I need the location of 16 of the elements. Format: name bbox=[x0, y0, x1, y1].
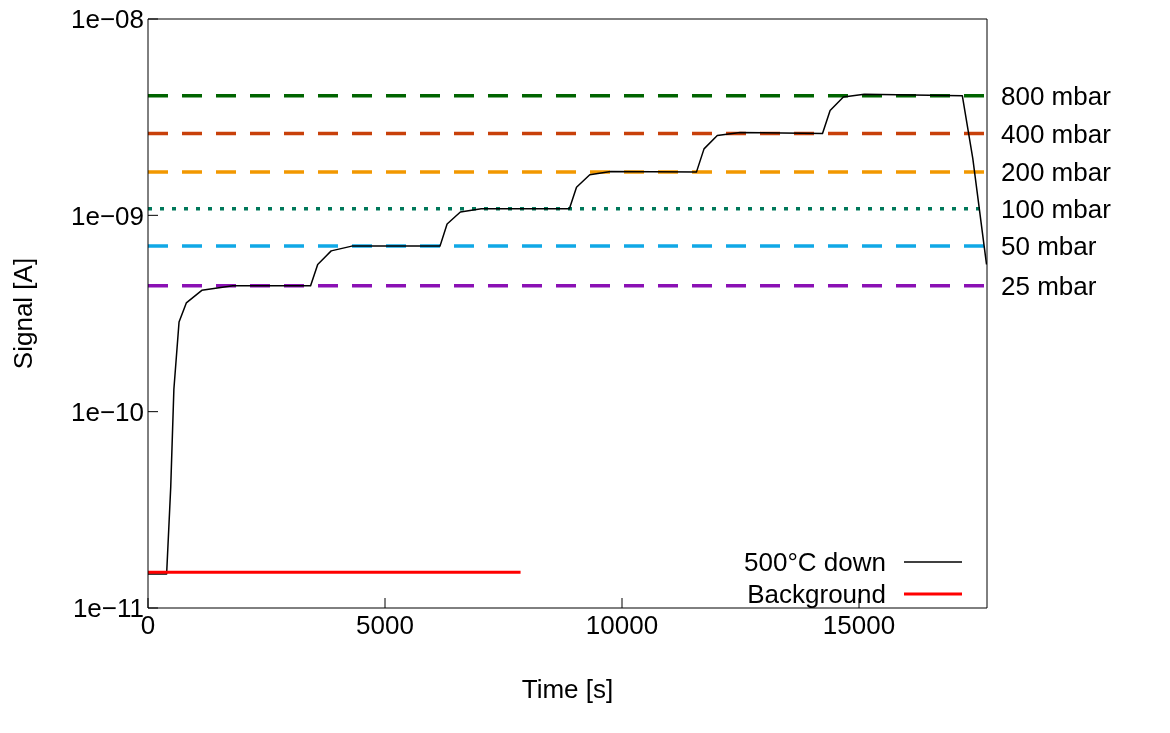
ref-line-label: 200 mbar bbox=[1001, 157, 1112, 188]
ref-line-label: 25 mbar bbox=[1001, 270, 1097, 301]
ref-line-label: 400 mbar bbox=[1001, 118, 1112, 149]
x-axis-title: Time [s] bbox=[521, 674, 614, 704]
legend-label: 500°C down bbox=[744, 546, 886, 578]
y-axis-title: Signal [A] bbox=[8, 257, 39, 370]
x-tick-label: 10000 bbox=[585, 610, 659, 641]
x-tick-label: 15000 bbox=[822, 610, 896, 641]
y-tick-label: 1e−10 bbox=[70, 396, 144, 427]
y-tick-label: 1e−09 bbox=[70, 200, 144, 231]
x-tick-label: 5000 bbox=[356, 610, 414, 641]
ref-line-label: 100 mbar bbox=[1001, 194, 1112, 224]
ref-line-label: 50 mbar bbox=[1001, 231, 1097, 262]
legend-label: Background bbox=[747, 578, 886, 610]
ref-line-label: 800 mbar bbox=[1001, 81, 1112, 112]
y-tick-label: 1e−08 bbox=[70, 4, 144, 35]
